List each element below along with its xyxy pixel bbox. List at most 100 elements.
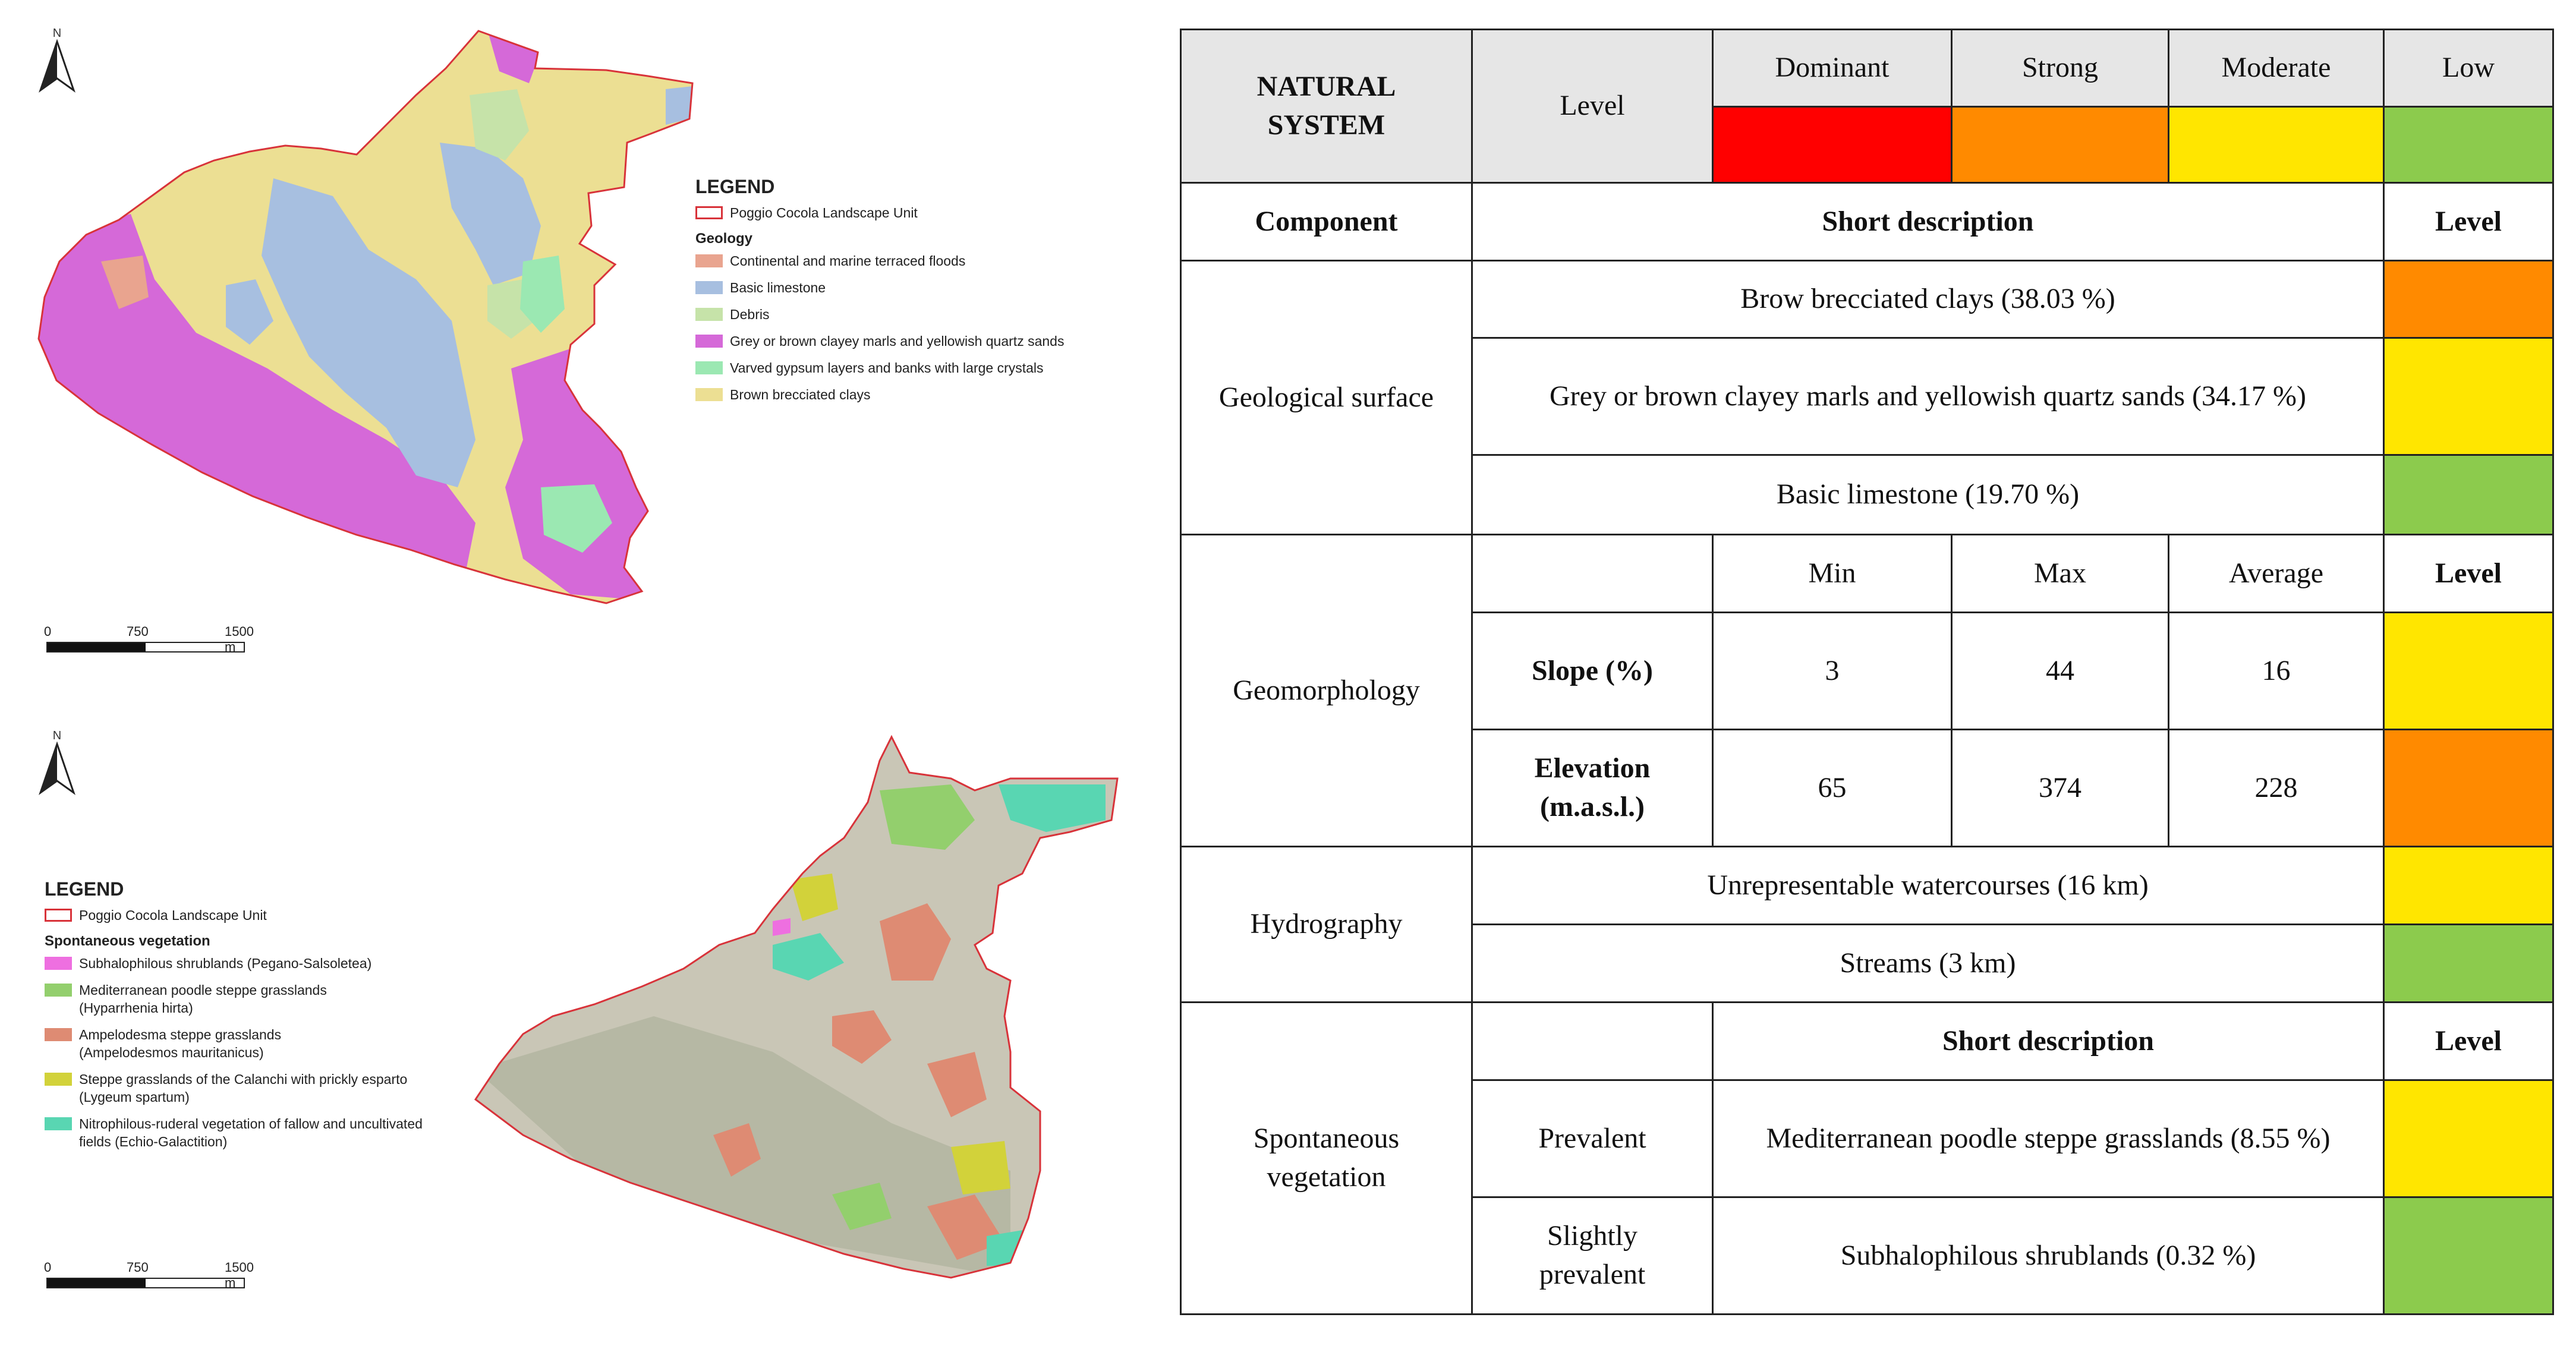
legend-item: Nitrophilous-ruderal vegetation of fallo… [45,1115,520,1151]
elevation-label: Elevation (m.a.s.l.) [1471,729,1714,847]
hydrography-label: Hydrography [1180,846,1473,1003]
legend-label: Varved gypsum layers and banks with larg… [730,360,1044,376]
elevation-max: 374 [1951,729,2169,847]
legend-item: Continental and marine terraced floods [695,252,1159,270]
level-swatch [2383,1079,2554,1198]
legend-item-unit: Poggio Cocola Landscape Unit [45,906,520,924]
level-strong: Strong [1951,29,2169,108]
slope-average: 16 [2168,612,2385,730]
legend-item: Debris [695,305,1159,323]
legend-swatch [695,361,723,374]
elevation-average: 228 [2168,729,2385,847]
level-swatch [2383,846,2554,925]
slightly-prevalent-label: Slightly prevalent [1471,1196,1714,1315]
legend-label: Grey or brown clayey marls and yellowish… [730,333,1065,349]
hydrography-row-text: Unrepresentable watercourses (16 km) [1471,846,2385,925]
legend-label: Basic limestone [730,280,826,295]
level-swatch [2383,337,2554,456]
elevation-min: 65 [1712,729,1953,847]
legend-swatch [695,308,723,321]
level-strong-swatch [1951,106,2169,184]
north-arrow-icon: N [33,26,81,100]
legend-item-unit: Poggio Cocola Landscape Unit [695,204,1159,222]
terraced-floods-area [101,256,149,309]
scale-label-750: 750 [127,1260,149,1275]
vegetation-legend: LEGEND Poggio Cocola Landscape Unit Spon… [45,878,520,1159]
prevalent-label: Prevalent [1471,1079,1714,1198]
geological-row-text: Grey or brown clayey marls and yellowish… [1471,337,2385,456]
vegetation-short-description-header: Short description [1712,1001,2385,1081]
legend-title: LEGEND [695,176,775,197]
elevation-label-line1: Elevation [1534,752,1651,784]
gypsum-area [520,256,565,333]
geology-legend: LEGEND Poggio Cocola Landscape Unit Geol… [695,176,1159,412]
vegetation-label-line2: vegetation [1267,1161,1386,1193]
marls-sands-area-east [505,345,648,600]
scale-label-1500: 1500 m [225,624,254,654]
component-header: Component [1180,182,1473,261]
legend-swatch [45,957,72,970]
natural-system-title: NATURAL SYSTEM [1180,29,1473,184]
legend-label: Brown brecciated clays [730,387,871,402]
slightly-prevalent-text: Subhalophilous shrublands (0.32 %) [1712,1196,2385,1315]
ampelodesma-area [880,903,951,981]
level-column-header: Level [2383,182,2554,261]
geological-row-text: Basic limestone (19.70 %) [1471,454,2385,535]
lygeum-area [791,874,838,921]
legend-label: Poggio Cocola Landscape Unit [730,205,918,220]
legend-label: Debris [730,307,770,322]
legend-label: Continental and marine terraced floods [730,253,966,269]
legend-item: Subhalophilous shrublands (Pegano-Salsol… [45,954,520,972]
slope-max: 44 [1951,612,2169,730]
geomorphology-label: Geomorphology [1180,534,1473,847]
vegetation-map [474,735,1119,1279]
slope-label: Slope (%) [1471,612,1714,730]
short-description-header: Short description [1471,182,2385,261]
legend-label: Ampelodesma steppe grasslands (Ampelodes… [79,1027,282,1060]
subhalophilous-area [773,918,791,936]
level-low-swatch [2383,106,2554,184]
legend-item: Brown brecciated clays [695,386,1159,404]
natural-system-title-line2: SYSTEM [1267,109,1385,141]
legend-swatch [45,984,72,997]
legend-item: Grey or brown clayey marls and yellowish… [695,332,1159,350]
level-column-header: Level [2383,1001,2554,1081]
debris-area [470,89,529,160]
prevalent-text: Mediterranean poodle steppe grasslands (… [1712,1079,2385,1198]
geology-map [37,30,694,604]
level-swatch [2383,612,2554,730]
marls-sands-area [39,214,475,582]
spontaneous-vegetation-label: Spontaneous vegetation [1180,1001,1473,1315]
legend-item: Ampelodesma steppe grasslands (Ampelodes… [45,1026,520,1061]
legend-label: Steppe grasslands of the Calanchi with p… [79,1071,408,1105]
legend-swatch [45,909,72,922]
legend-section-title: Spontaneous vegetation [45,933,210,949]
geology-map-panel: N LEGEND [0,0,1159,683]
legend-swatch [695,335,723,348]
poodle-grassland-area [880,784,975,850]
legend-label: Mediterranean poodle steppe grasslands (… [79,982,327,1016]
level-column-header: Level [2383,534,2554,613]
legend-item: Steppe grasslands of the Calanchi with p… [45,1070,520,1106]
slightly-prevalent-line2: prevalent [1539,1259,1646,1290]
vegetation-empty-cell [1471,1001,1714,1081]
natural-system-table: NATURAL SYSTEM Level Dominant Strong Mod… [1180,29,2554,1315]
max-header: Max [1951,534,2169,613]
landscape-unit-boundary [37,30,694,604]
legend-swatch [695,281,723,294]
legend-item: Mediterranean poodle steppe grasslands (… [45,981,520,1017]
legend-swatch [45,1028,72,1041]
scale-label-750: 750 [127,624,149,639]
legend-title: LEGEND [45,878,124,900]
average-header: Average [2168,534,2385,613]
level-header: Level [1471,29,1714,184]
nitrophilous-area [999,784,1106,832]
hydrography-row-text: Streams (3 km) [1471,924,2385,1003]
vegetation-map-panel: N LEGEND [0,683,1159,1349]
legend-swatch [695,206,723,219]
north-arrow-icon: N [33,729,81,803]
slightly-prevalent-line1: Slightly [1547,1220,1638,1252]
slope-min: 3 [1712,612,1953,730]
level-moderate-swatch [2168,106,2385,184]
level-moderate: Moderate [2168,29,2385,108]
